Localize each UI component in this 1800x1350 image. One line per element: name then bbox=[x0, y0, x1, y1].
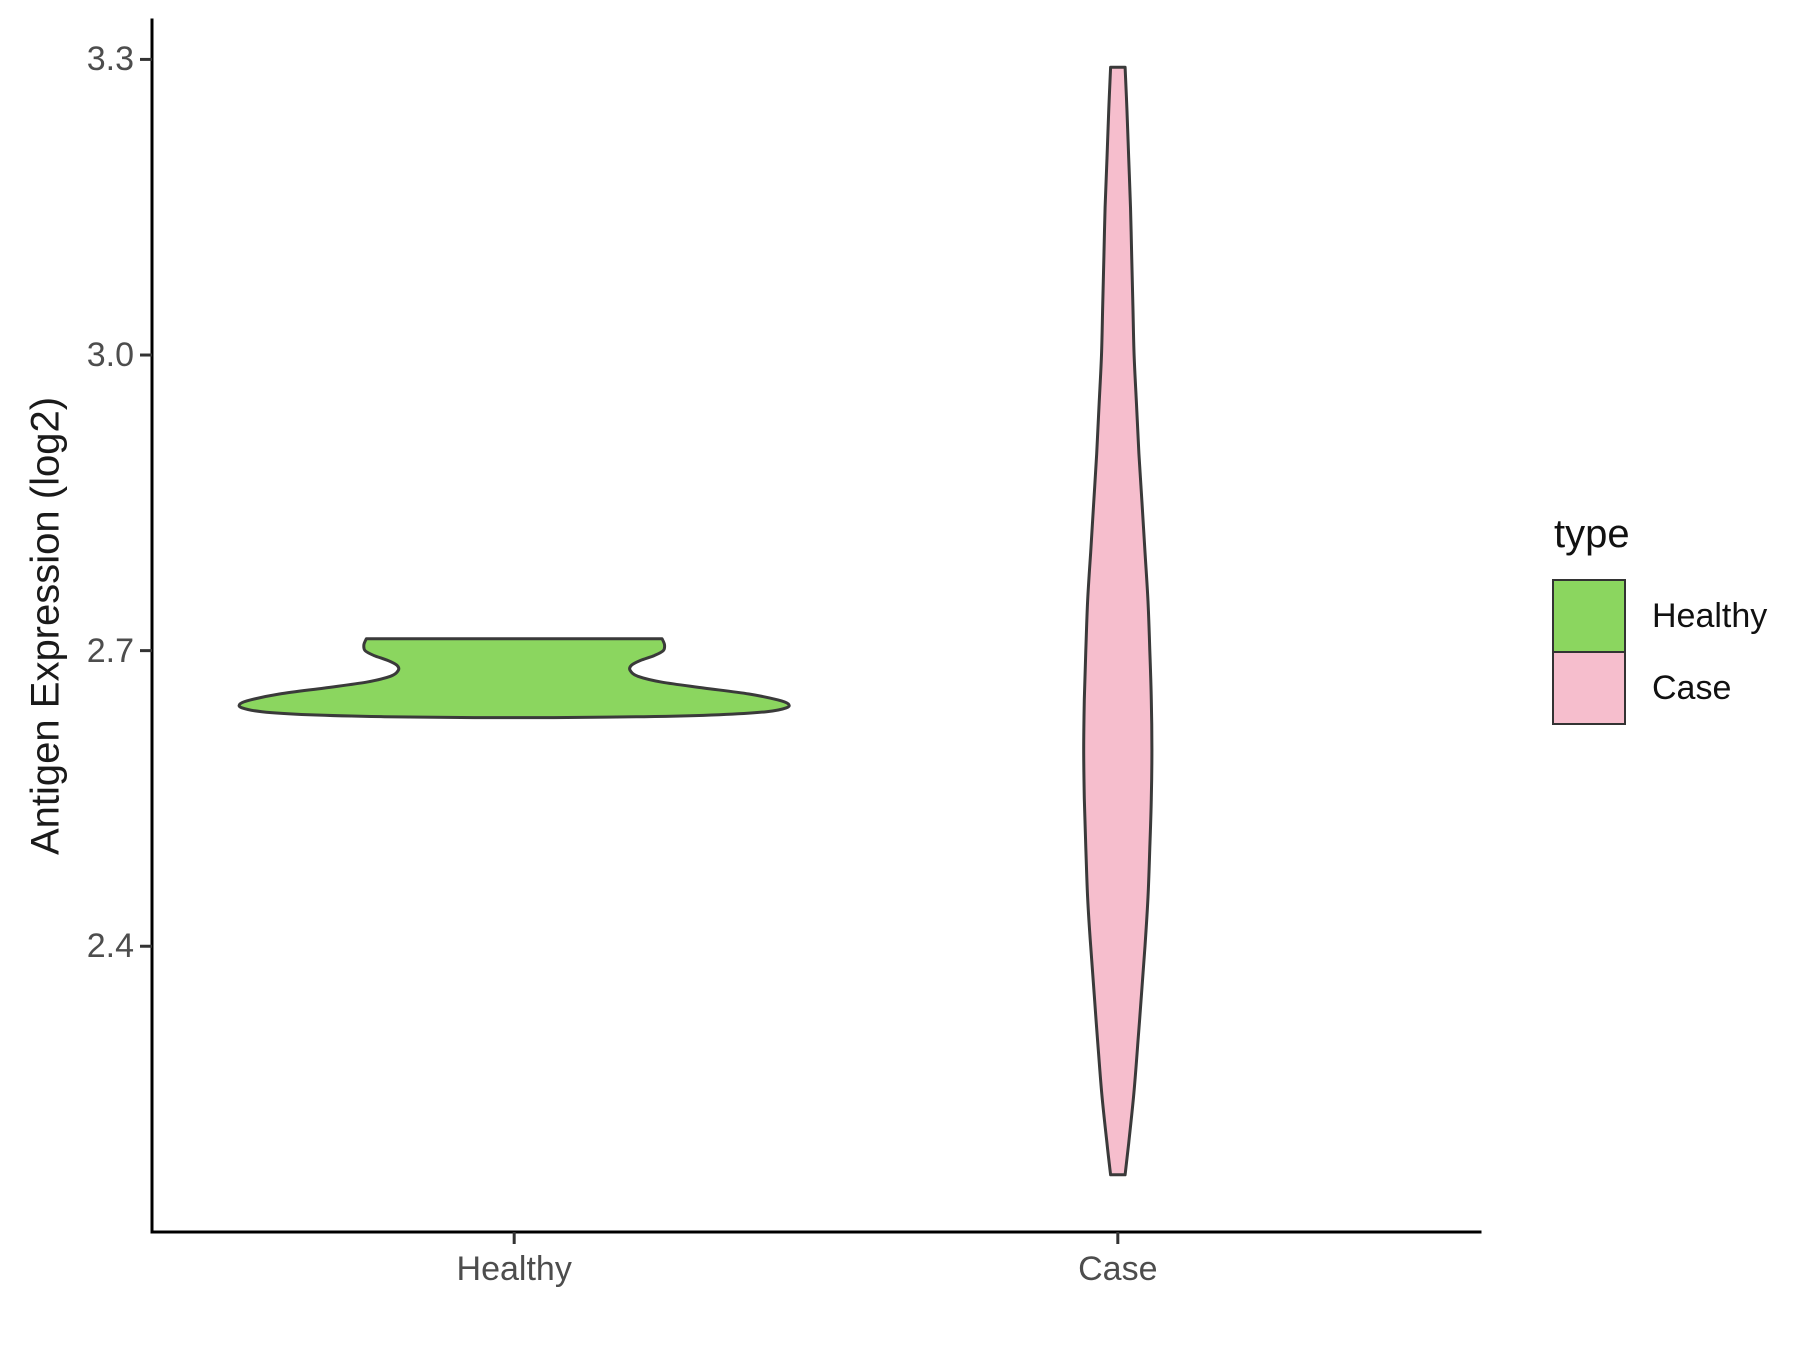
ytick-label-2: 2.7 bbox=[86, 631, 134, 670]
legend-title: type bbox=[1554, 512, 1630, 556]
ytick-label-0: 3.3 bbox=[86, 40, 134, 79]
violin-case bbox=[1082, 65, 1154, 1177]
legend-label-healthy: Healthy bbox=[1652, 596, 1768, 635]
legend: type Healthy Case bbox=[1552, 512, 1767, 725]
legend-keys: Healthy Case bbox=[1552, 579, 1767, 725]
legend-swatch-healthy-icon bbox=[1552, 579, 1626, 653]
legend-label-case: Case bbox=[1652, 668, 1732, 707]
xtick-label-healthy: Healthy bbox=[456, 1250, 572, 1288]
legend-key-case: Case bbox=[1552, 651, 1767, 725]
ytick-label-1: 3.0 bbox=[86, 336, 134, 375]
ytick-label-3: 2.4 bbox=[86, 927, 134, 966]
legend-key-healthy: Healthy bbox=[1552, 579, 1767, 653]
legend-swatch-case-icon bbox=[1552, 651, 1626, 725]
axis-lines bbox=[150, 18, 1482, 1234]
xtick-label-case: Case bbox=[1078, 1250, 1158, 1288]
y-axis-title: Antigen Expression (log2) bbox=[23, 396, 68, 856]
violin-healthy bbox=[237, 637, 791, 720]
